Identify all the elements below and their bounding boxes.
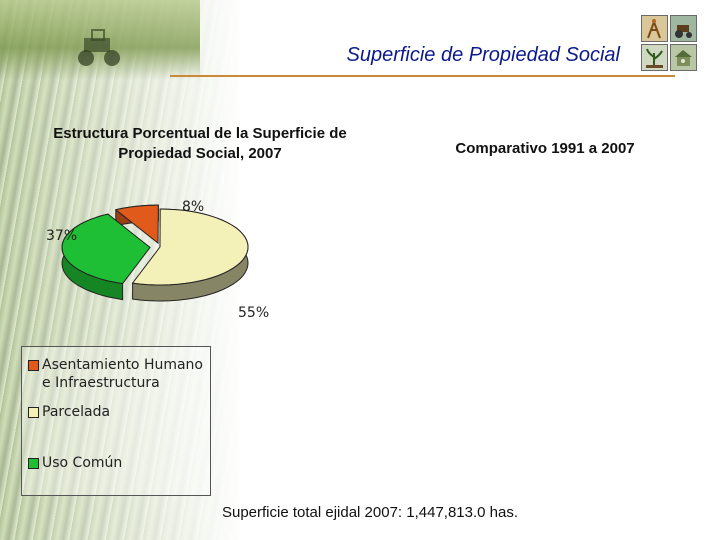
wheat-icon xyxy=(641,15,668,42)
pie-chart: 8% 55% 37% xyxy=(46,199,269,321)
legend-swatch-parcelada xyxy=(28,407,39,418)
pie-label-asentamiento: 8% xyxy=(182,199,204,215)
legend-label-uso-comun: Uso Común xyxy=(42,455,123,471)
legend-item-uso-comun: Uso Común xyxy=(28,454,210,472)
legend-item-asentamiento: Asentamiento Humano e Infraestructura xyxy=(28,356,210,392)
legend-swatch-uso-comun xyxy=(28,458,39,469)
barn-icon xyxy=(670,44,697,71)
pie-label-parcelada: 55% xyxy=(238,305,269,321)
comparison-heading: Comparativo 1991 a 2007 xyxy=(455,140,635,157)
header-divider xyxy=(170,75,675,77)
agriculture-icon-grid xyxy=(641,15,697,71)
legend-swatch-asentamiento xyxy=(28,360,39,371)
tractor-icon xyxy=(78,29,120,66)
plant-icon xyxy=(641,44,668,71)
legend-label-parcelada: Parcelada xyxy=(42,404,111,420)
page-title: Superficie de Propiedad Social xyxy=(346,44,620,66)
pie-slice xyxy=(61,213,151,285)
legend-label-asentamiento: Asentamiento Humano e Infraestructura xyxy=(42,357,203,391)
pie-slice xyxy=(114,204,159,245)
legend-item-parcelada: Parcelada xyxy=(28,403,210,421)
pie-slice xyxy=(131,208,249,286)
chart-legend: Asentamiento Humano e Infraestructura Pa… xyxy=(21,346,211,496)
chart-title: Estructura Porcentual de la Superficie d… xyxy=(53,125,347,162)
pie-label-uso-comun: 37% xyxy=(46,228,77,244)
total-surface-note: Superficie total ejidal 2007: 1,447,813.… xyxy=(221,504,519,521)
tractor-icon xyxy=(670,15,697,42)
